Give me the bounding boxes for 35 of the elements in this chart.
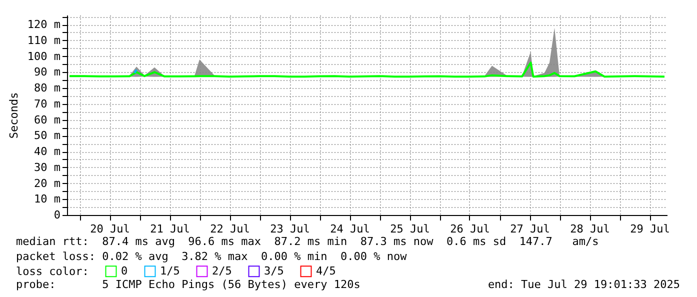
y-tick-label: 40 m xyxy=(34,145,61,158)
y-tick-label: 60 m xyxy=(34,113,61,126)
legend-label: 1/5 xyxy=(160,264,180,278)
x-tick-label: 24 Jul xyxy=(330,222,370,236)
text: end: Tue Jul 29 19:01:33 2025 xyxy=(488,278,680,291)
x-tick-label: 27 Jul xyxy=(510,222,550,236)
legend-label: 0 xyxy=(121,264,128,278)
legend-label: 2/5 xyxy=(212,264,232,278)
y-tick-label: 100 m xyxy=(27,50,61,63)
y-tick-label: 90 m xyxy=(34,66,61,79)
x-tick-label: 23 Jul xyxy=(270,222,310,236)
y-tick-label: 0 xyxy=(54,208,60,222)
legend-label: 3/5 xyxy=(264,264,284,278)
y-tick-label: 80 m xyxy=(34,82,61,95)
legend-title: loss color: xyxy=(16,265,89,278)
text: median rtt: 87.4 ms avg 96.6 ms max 87.2 ms min 87.3 ms now 0.6 ms sd 147.7 am/s xyxy=(16,235,599,248)
y-axis-title: Seconds xyxy=(7,92,20,139)
legend-label: 4/5 xyxy=(316,264,336,278)
line-series xyxy=(68,62,666,78)
x-tick-label: 29 Jul xyxy=(630,222,670,236)
y-tick-label: 70 m xyxy=(34,97,61,110)
y-tick-label: 50 m xyxy=(34,129,61,142)
y-tick-label: 30 m xyxy=(34,160,61,174)
text: packet loss: 0.02 % avg 3.82 % max 0.00 % min 0.00 % now xyxy=(16,250,408,263)
x-tick-label: 20 Jul xyxy=(90,222,130,236)
x-tick-label: 25 Jul xyxy=(390,222,430,236)
y-tick-label: 10 m xyxy=(34,192,61,206)
y-tick-label: 20 m xyxy=(34,176,61,190)
text: probe: 5 ICMP Echo Pings (56 Bytes) every 120s xyxy=(16,278,360,291)
x-tick-label: 26 Jul xyxy=(450,222,490,236)
y-tick-label: 120 m xyxy=(27,18,61,32)
y-tick-label: 110 m xyxy=(27,34,61,47)
x-tick-label: 21 Jul xyxy=(150,222,190,236)
x-tick-label: 22 Jul xyxy=(210,222,250,236)
x-tick-label: 28 Jul xyxy=(570,222,610,236)
